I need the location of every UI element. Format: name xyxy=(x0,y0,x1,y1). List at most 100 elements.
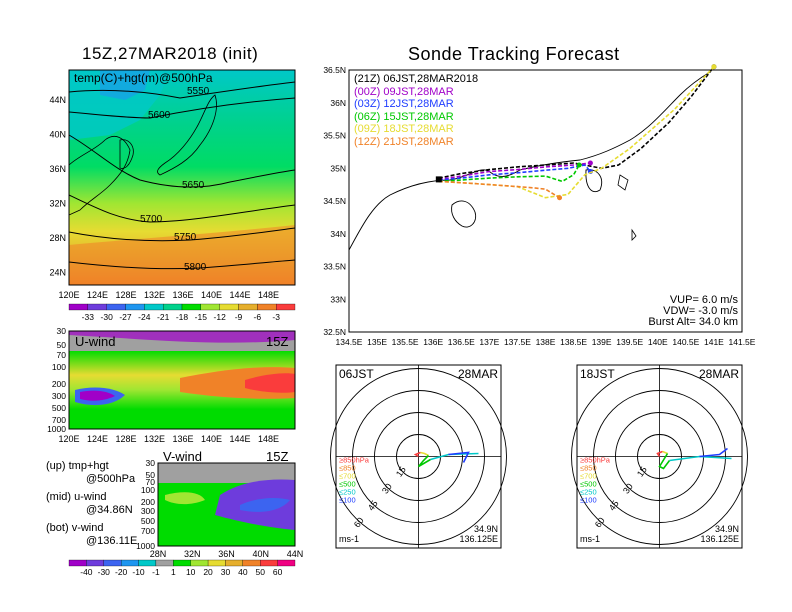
track-lat-tick-34N: 34N xyxy=(330,229,346,239)
lon-tick-128E: 128E xyxy=(115,290,136,300)
vwind-lat-tick-40N: 40N xyxy=(252,549,269,559)
legend-item-21z: (21Z) 06JST,28MAR2018 xyxy=(354,73,479,85)
info-vup: VUP= 6.0 m/s xyxy=(669,294,738,306)
vwind-time: 15Z xyxy=(266,449,289,464)
note-mid: (mid) u-wind @34.86N xyxy=(46,491,133,517)
track-line-1 xyxy=(438,162,591,181)
hodo-lat: 34.9N xyxy=(715,524,739,534)
hodo-wind-trace xyxy=(662,450,668,455)
island-1 xyxy=(617,174,629,191)
contour-label-5650: 5650 xyxy=(182,180,205,191)
legend-item-09z: (09Z) 18JST,28MAR xyxy=(354,123,454,135)
uwind-jet-core xyxy=(245,373,295,393)
uwind-p-tick-100: 100 xyxy=(52,362,66,372)
uwind-frame xyxy=(68,330,296,430)
legend-item-06z: (06Z) 15JST,28MAR xyxy=(354,110,454,123)
colorbar2-label: 10 xyxy=(186,567,196,577)
colorbar1-label: -12 xyxy=(214,312,227,322)
contour-label-5800: 5800 xyxy=(184,262,207,273)
track-info: VUP= 6.0 m/s VDW= -3.0 m/s Burst Alt= 34… xyxy=(620,295,738,328)
contour-5800 xyxy=(68,259,296,270)
vwind-p-tick-50: 50 xyxy=(146,470,156,480)
hodo-level-label: ≤850 xyxy=(580,464,597,473)
lat-tick-32N: 32N xyxy=(49,199,66,209)
track-legend: (21Z) 06JST,28MAR2018 (00Z) 09JST,28MAR … xyxy=(354,73,478,148)
hodo-unit: ms-1 xyxy=(580,534,600,544)
uwind-panel xyxy=(68,330,296,430)
colorbar1-swatch xyxy=(238,303,258,311)
uwind-lon-tick-136E: 136E xyxy=(172,434,193,444)
uwind-p-tick-500: 500 xyxy=(52,403,66,413)
contour-5700 xyxy=(68,194,296,223)
colorbar2-swatch xyxy=(86,559,104,567)
hodo-level-label: ≤700 xyxy=(580,472,597,481)
vwind-lat-tick-36N: 36N xyxy=(218,549,235,559)
legend-item-00z: (00Z) 09JST,28MAR xyxy=(354,85,454,98)
hodo-level-label: ≤700 xyxy=(339,472,356,481)
note-bot-value: v-wind xyxy=(71,522,104,534)
colorbar1-label: -33 xyxy=(82,312,95,322)
lat-tick-28N: 28N xyxy=(49,233,66,243)
colorbar2-swatch xyxy=(242,559,261,567)
uwind-p-tick-50: 50 xyxy=(57,340,67,350)
hodo-ring-label: 15 xyxy=(635,465,649,479)
coastline-china xyxy=(68,136,131,216)
track-end-4 xyxy=(711,64,717,70)
uwind-lon-tick-124E: 124E xyxy=(87,434,108,444)
hodo-level-label: ≤100 xyxy=(339,496,356,505)
colorbar2-label: 1 xyxy=(171,567,176,577)
hodo-lon: 136.125E xyxy=(700,534,739,544)
colorbar-wind: -40 -30 -20 -10 -1 1 10 20 30 40 50 60 xyxy=(68,559,296,577)
lat-tick-44N: 44N xyxy=(49,95,66,105)
colorbar1-label: -3 xyxy=(272,312,280,322)
colorbar2-swatch xyxy=(68,559,87,567)
note-bot-key: (bot) xyxy=(46,522,69,534)
track-end-1 xyxy=(587,160,593,166)
uwind-lon-tick-128E: 128E xyxy=(115,434,136,444)
track-lon-tick-134.5E: 134.5E xyxy=(336,337,363,347)
track-line-5 xyxy=(438,180,560,199)
vwind-neg-core xyxy=(240,497,290,512)
contour-label-5700: 5700 xyxy=(140,214,163,225)
contour-5600 xyxy=(68,97,296,119)
vwind-p-tick-1000: 1000 xyxy=(136,541,155,551)
note-mid-value: u-wind xyxy=(74,491,107,503)
track-line-4 xyxy=(438,66,715,199)
track-end-3 xyxy=(576,162,582,168)
hodo-ring-label: 15 xyxy=(394,465,408,479)
hodo-wind-trace xyxy=(420,451,429,457)
colorbar1-swatch xyxy=(219,303,239,311)
note-up: (up) tmp+hgt @500hPa xyxy=(46,460,135,486)
track-map: 36.5N 36N 35.5N 35N 34.5N 34N 33.5N 33N 32.5N134… xyxy=(323,64,756,347)
right-title: Sonde Tracking Forecast xyxy=(408,44,620,64)
note-bot-value2: @136.11E xyxy=(86,535,138,547)
colorbar1-swatch xyxy=(276,303,296,311)
uwind-neg-core xyxy=(80,390,115,401)
map500-label: temp(C)+hgt(m)@500hPa xyxy=(74,71,213,85)
hodo-ring-label: 30 xyxy=(621,482,635,496)
colorbar-500hpa: -33 -30 -27 -24 -21 -18 -15 -12 -9 -6 -3 xyxy=(68,303,296,322)
contour-5650 xyxy=(68,134,296,188)
lon-tick-132E: 132E xyxy=(144,290,165,300)
vwind-lat-tick-28N: 28N xyxy=(150,549,167,559)
lat-tick-40N: 40N xyxy=(49,130,66,140)
lon-tick-144E: 144E xyxy=(229,290,250,300)
vwind-panel xyxy=(157,462,296,547)
colorbar1-label: -30 xyxy=(101,312,114,322)
hodo-level-label: ≤250 xyxy=(580,488,597,497)
hodo-level-label: ≤500 xyxy=(339,480,356,489)
track-series xyxy=(435,64,717,201)
hodo-time: 06JST xyxy=(339,367,374,381)
uwind-p-tick-300: 300 xyxy=(52,391,66,401)
track-lon-tick-141.5E: 141.5E xyxy=(729,337,756,347)
track-lon-tick-135.5E: 135.5E xyxy=(392,337,419,347)
info-burst: Burst Alt= 34.0 km xyxy=(648,316,738,328)
uwind-p-tick-700: 700 xyxy=(52,415,66,425)
note-mid-value2: @34.86N xyxy=(86,504,133,516)
uwind-p-tick-200: 200 xyxy=(52,379,66,389)
contour-label-5750: 5750 xyxy=(174,232,197,243)
hodo-ring-label: 60 xyxy=(352,516,366,530)
hodo-time: 18JST xyxy=(580,367,615,381)
